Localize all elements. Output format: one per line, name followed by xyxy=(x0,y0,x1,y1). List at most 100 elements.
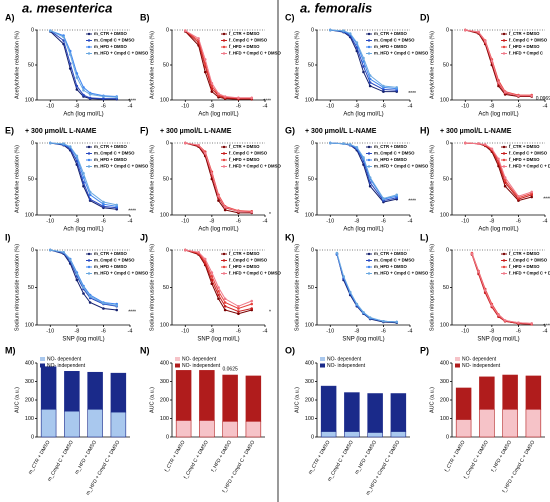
y-tick-label: 300 xyxy=(25,379,34,385)
legend-label: f_HFD + Cmpd C + DMSO xyxy=(509,271,550,276)
y-tick-label: 100 xyxy=(25,212,34,218)
point xyxy=(348,32,352,35)
x-tick-label: m_Cmpd C + DMSO xyxy=(327,440,355,483)
panel-label: I) xyxy=(5,232,11,242)
x-axis-label: Ach (log mol/L) xyxy=(198,227,238,233)
header: a. femoralis xyxy=(300,0,372,15)
bar-segment xyxy=(455,419,472,438)
x-tick-label: f_HFD + DMSO xyxy=(490,440,513,474)
legend-swatch xyxy=(40,357,45,361)
point xyxy=(530,322,534,325)
bar-segment xyxy=(64,371,80,412)
x-tick-label: -8 xyxy=(489,218,494,224)
legend-label: f_CTR + DMSO xyxy=(229,251,260,256)
y-tick-label: 0 xyxy=(31,27,34,33)
legend-marker xyxy=(502,259,506,262)
legend-marker xyxy=(367,52,371,55)
point xyxy=(223,301,227,304)
x-tick-label: -4 xyxy=(408,328,413,334)
legend-marker xyxy=(222,259,226,262)
point xyxy=(382,84,385,88)
legend-marker xyxy=(367,152,371,155)
y-axis-label: AUC (a.u.) xyxy=(149,387,155,413)
x-tick-label: -10 xyxy=(46,218,54,224)
annotation: **** xyxy=(128,99,136,105)
y-tick-label: 100 xyxy=(160,97,169,103)
y-axis-label: Sodium nitroprusside relaxation (%) xyxy=(429,244,435,331)
legend-swatch xyxy=(455,357,460,361)
legend-label: m_HFD + Cmpd C + DMSO xyxy=(374,164,429,169)
legend-marker xyxy=(222,265,226,269)
point xyxy=(382,319,385,323)
x-tick-label: -10 xyxy=(326,218,334,224)
series-line xyxy=(471,253,532,324)
point xyxy=(250,307,254,310)
y-tick-label: 0 xyxy=(446,27,449,33)
series-line xyxy=(185,30,252,99)
bar-segment xyxy=(479,376,495,410)
panel-label: O) xyxy=(285,345,295,355)
point xyxy=(203,70,207,74)
y-tick-label: 0 xyxy=(311,140,314,146)
point xyxy=(382,197,385,200)
legend-marker xyxy=(367,32,371,36)
point xyxy=(477,142,480,146)
legend-label: NO- independent xyxy=(462,363,501,369)
legend-marker xyxy=(87,252,91,256)
y-tick-label: 50 xyxy=(163,176,169,182)
legend-marker xyxy=(222,45,226,49)
annotation: **** xyxy=(128,309,136,315)
legend-marker xyxy=(87,272,91,275)
panel-label: J) xyxy=(140,232,148,242)
legend-marker xyxy=(87,259,91,262)
x-tick-label: -10 xyxy=(181,218,189,224)
point xyxy=(68,62,72,65)
legend-marker xyxy=(222,252,226,256)
point xyxy=(102,95,105,98)
legend-label: m_CTR + DMSO xyxy=(374,144,407,149)
x-tick-label: -8 xyxy=(354,218,359,224)
x-tick-label: -8 xyxy=(209,103,214,109)
point xyxy=(62,250,65,254)
panel-label: P) xyxy=(420,345,429,355)
panel-title: + 300 µmol/L L-NAME xyxy=(305,128,377,135)
y-tick-label: 0 xyxy=(311,27,314,33)
y-tick-label: 100 xyxy=(440,97,449,103)
point xyxy=(335,251,339,255)
bar-segment xyxy=(245,420,262,438)
point xyxy=(237,304,240,308)
x-axis-label: Ach (log mol/L) xyxy=(478,227,518,233)
annotation: **** xyxy=(128,209,136,215)
annotation: 0.0969 xyxy=(536,96,550,102)
legend-label: m_HFD + Cmpd C + DMSO xyxy=(374,51,429,56)
x-axis-label: Ach (log mol/L) xyxy=(478,112,518,118)
legend-marker xyxy=(367,272,371,275)
legend-marker xyxy=(367,165,371,168)
bar-segment xyxy=(40,366,57,410)
bar-segment xyxy=(110,411,127,438)
y-axis-label: Acetylcholine relaxation (%) xyxy=(14,31,20,99)
legend-swatch xyxy=(175,363,180,368)
legend-label: m_Cmpd C + DMSO xyxy=(374,258,415,263)
point xyxy=(210,81,214,85)
legend-marker xyxy=(367,145,371,149)
point xyxy=(530,195,534,199)
legend-marker xyxy=(502,152,506,155)
x-tick-label: -10 xyxy=(46,328,54,334)
x-tick-label: -6 xyxy=(516,218,521,224)
legend-label: NO- dependent xyxy=(327,356,362,362)
point xyxy=(237,210,240,213)
panel-label: C) xyxy=(285,12,295,22)
y-axis-label: Acetylcholine relaxation (%) xyxy=(149,145,155,213)
point xyxy=(88,295,92,298)
legend-label: f_CTR + DMSO xyxy=(509,31,540,36)
x-tick-label: m_CTR + DMSO xyxy=(307,440,331,476)
x-tick-label: -4 xyxy=(263,103,268,109)
x-tick-label: m_HFD + DMSO xyxy=(354,440,378,476)
y-axis-label: Acetylcholine relaxation (%) xyxy=(294,31,300,99)
point xyxy=(217,297,220,301)
point xyxy=(503,179,507,182)
legend-label: f_Cmpd C + DMSO xyxy=(509,258,548,263)
point xyxy=(223,205,227,209)
